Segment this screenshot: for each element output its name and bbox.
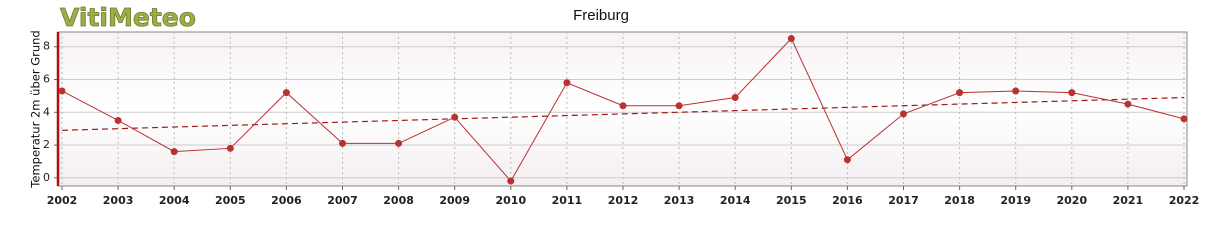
data-point	[451, 113, 459, 121]
data-point	[787, 35, 795, 43]
data-point	[956, 89, 964, 97]
data-point	[1124, 100, 1132, 108]
data-point	[1180, 115, 1188, 123]
x-tick-label: 2016	[832, 194, 863, 207]
x-tick-label: 2004	[159, 194, 190, 207]
y-tick-label: 6	[43, 73, 50, 86]
x-tick-label: 2022	[1169, 194, 1200, 207]
trend-line	[61, 96, 1185, 131]
data-point	[395, 139, 403, 147]
x-tick-label: 2003	[103, 194, 134, 207]
y-tick-label: 4	[43, 105, 50, 118]
chart: VitiMeteo Freiburg Temperatur 2m über Gr…	[29, 3, 1200, 207]
data-point	[114, 116, 122, 124]
data-point	[170, 148, 178, 156]
data-point	[900, 110, 907, 118]
x-tick-label: 2012	[608, 194, 639, 207]
x-tick-label: 2010	[495, 194, 526, 207]
x-tick-label: 2020	[1056, 194, 1087, 207]
data-point	[731, 94, 739, 102]
chart-title: Freiburg	[573, 7, 629, 24]
y-tick-label: 2	[43, 138, 50, 151]
data-point	[563, 79, 571, 87]
data-point	[619, 102, 627, 110]
data-point	[58, 87, 66, 95]
x-tick-label: 2017	[888, 194, 919, 207]
data-point	[843, 156, 851, 164]
x-tick-label: 2007	[327, 194, 358, 207]
x-tick-label: 2019	[1000, 194, 1031, 207]
x-tick-label: 2002	[47, 194, 78, 207]
data-point	[226, 144, 234, 152]
data-point	[507, 177, 515, 185]
x-tick-label: 2009	[439, 194, 470, 207]
x-tick-label: 2021	[1113, 194, 1144, 207]
x-tick-label: 2006	[271, 194, 302, 207]
data-point	[282, 89, 290, 97]
y-axis-label: Temperatur 2m über Grund	[29, 30, 43, 188]
data-point	[675, 102, 683, 110]
x-tick-label: 2008	[383, 194, 414, 207]
data-point	[339, 139, 346, 147]
x-tick-label: 2011	[552, 194, 583, 207]
x-tick-label: 2005	[215, 194, 246, 207]
x-tick-label: 2013	[664, 194, 695, 207]
y-tick-label: 0	[43, 171, 50, 184]
x-tick-label: 2014	[720, 194, 751, 207]
y-tick-label: 8	[43, 40, 50, 53]
x-tick-label: 2015	[776, 194, 807, 207]
logo: VitiMeteo	[60, 3, 196, 32]
data-point	[1068, 89, 1076, 97]
x-tick-label: 2018	[944, 194, 975, 207]
data-point	[1012, 87, 1020, 95]
